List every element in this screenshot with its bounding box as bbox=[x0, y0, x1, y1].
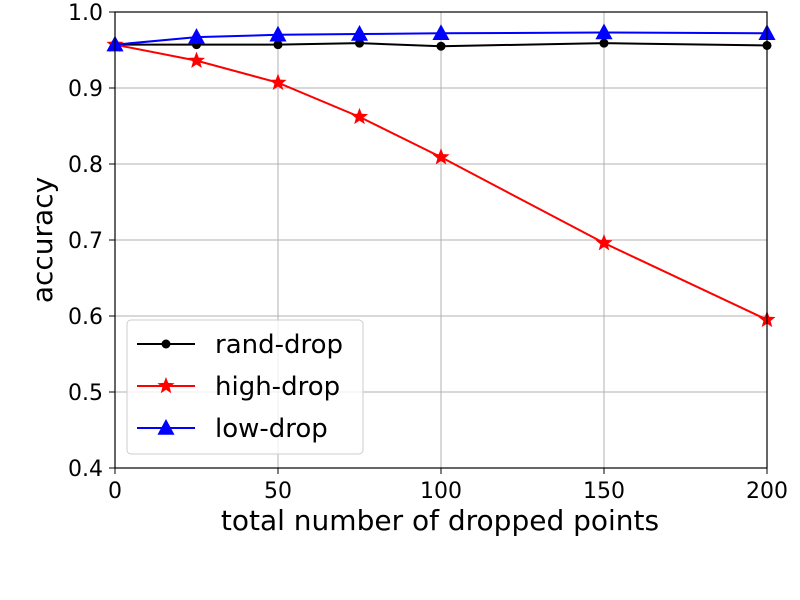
rand-drop-point bbox=[599, 38, 609, 48]
y-tick-label: 0.7 bbox=[68, 229, 103, 254]
low-drop-point bbox=[350, 25, 369, 41]
legend-entry-rand-drop: rand-drop bbox=[137, 330, 343, 360]
high-drop-point bbox=[350, 107, 369, 125]
legend-entry-low-drop: low-drop bbox=[137, 414, 328, 444]
legend-marker bbox=[157, 419, 175, 435]
rand-drop-point bbox=[355, 38, 364, 48]
rand-drop-point bbox=[436, 41, 446, 51]
x-tick-label: 200 bbox=[746, 479, 788, 504]
y-tick-label: 0.6 bbox=[68, 305, 103, 330]
legend-label: high-drop bbox=[215, 372, 340, 402]
y-tick-label: 0.9 bbox=[68, 77, 103, 102]
legend-box bbox=[126, 319, 364, 455]
legend: rand-drop high-drop low-drop bbox=[126, 319, 364, 455]
x-tick-label: 100 bbox=[420, 479, 462, 504]
y-axis-title: accuracy bbox=[26, 177, 59, 303]
low-drop-point bbox=[432, 24, 450, 41]
legend-label: rand-drop bbox=[215, 330, 343, 360]
high-drop-point bbox=[187, 51, 206, 68]
y-tick-label: 1.0 bbox=[68, 1, 103, 26]
low-drop-series bbox=[106, 23, 776, 52]
high-drop-point bbox=[432, 148, 450, 165]
low-drop-point bbox=[269, 25, 287, 42]
x-tick-label: 150 bbox=[583, 479, 625, 504]
y-tick-label: 0.8 bbox=[68, 153, 103, 178]
rand-drop-point bbox=[273, 40, 283, 50]
legend-entry-high-drop: high-drop bbox=[137, 372, 340, 402]
high-drop-point bbox=[595, 234, 613, 251]
low-drop-point bbox=[595, 23, 613, 40]
axis-ticks: 0 50 100 150 200 0.4 0.5 0.6 0.7 0.8 0.9 1.0 bbox=[68, 1, 788, 504]
y-tick-label: 0.5 bbox=[68, 381, 103, 406]
legend-label: low-drop bbox=[215, 414, 328, 444]
series-layer bbox=[106, 23, 776, 328]
high-drop-point bbox=[269, 73, 287, 90]
low-drop-point bbox=[187, 28, 206, 44]
x-tick-label: 0 bbox=[108, 479, 122, 504]
legend-marker bbox=[157, 377, 175, 394]
x-axis-title: total number of dropped points bbox=[221, 504, 659, 537]
legend-marker bbox=[161, 339, 171, 349]
x-tick-label: 50 bbox=[264, 479, 292, 504]
y-tick-label: 0.4 bbox=[68, 457, 103, 482]
